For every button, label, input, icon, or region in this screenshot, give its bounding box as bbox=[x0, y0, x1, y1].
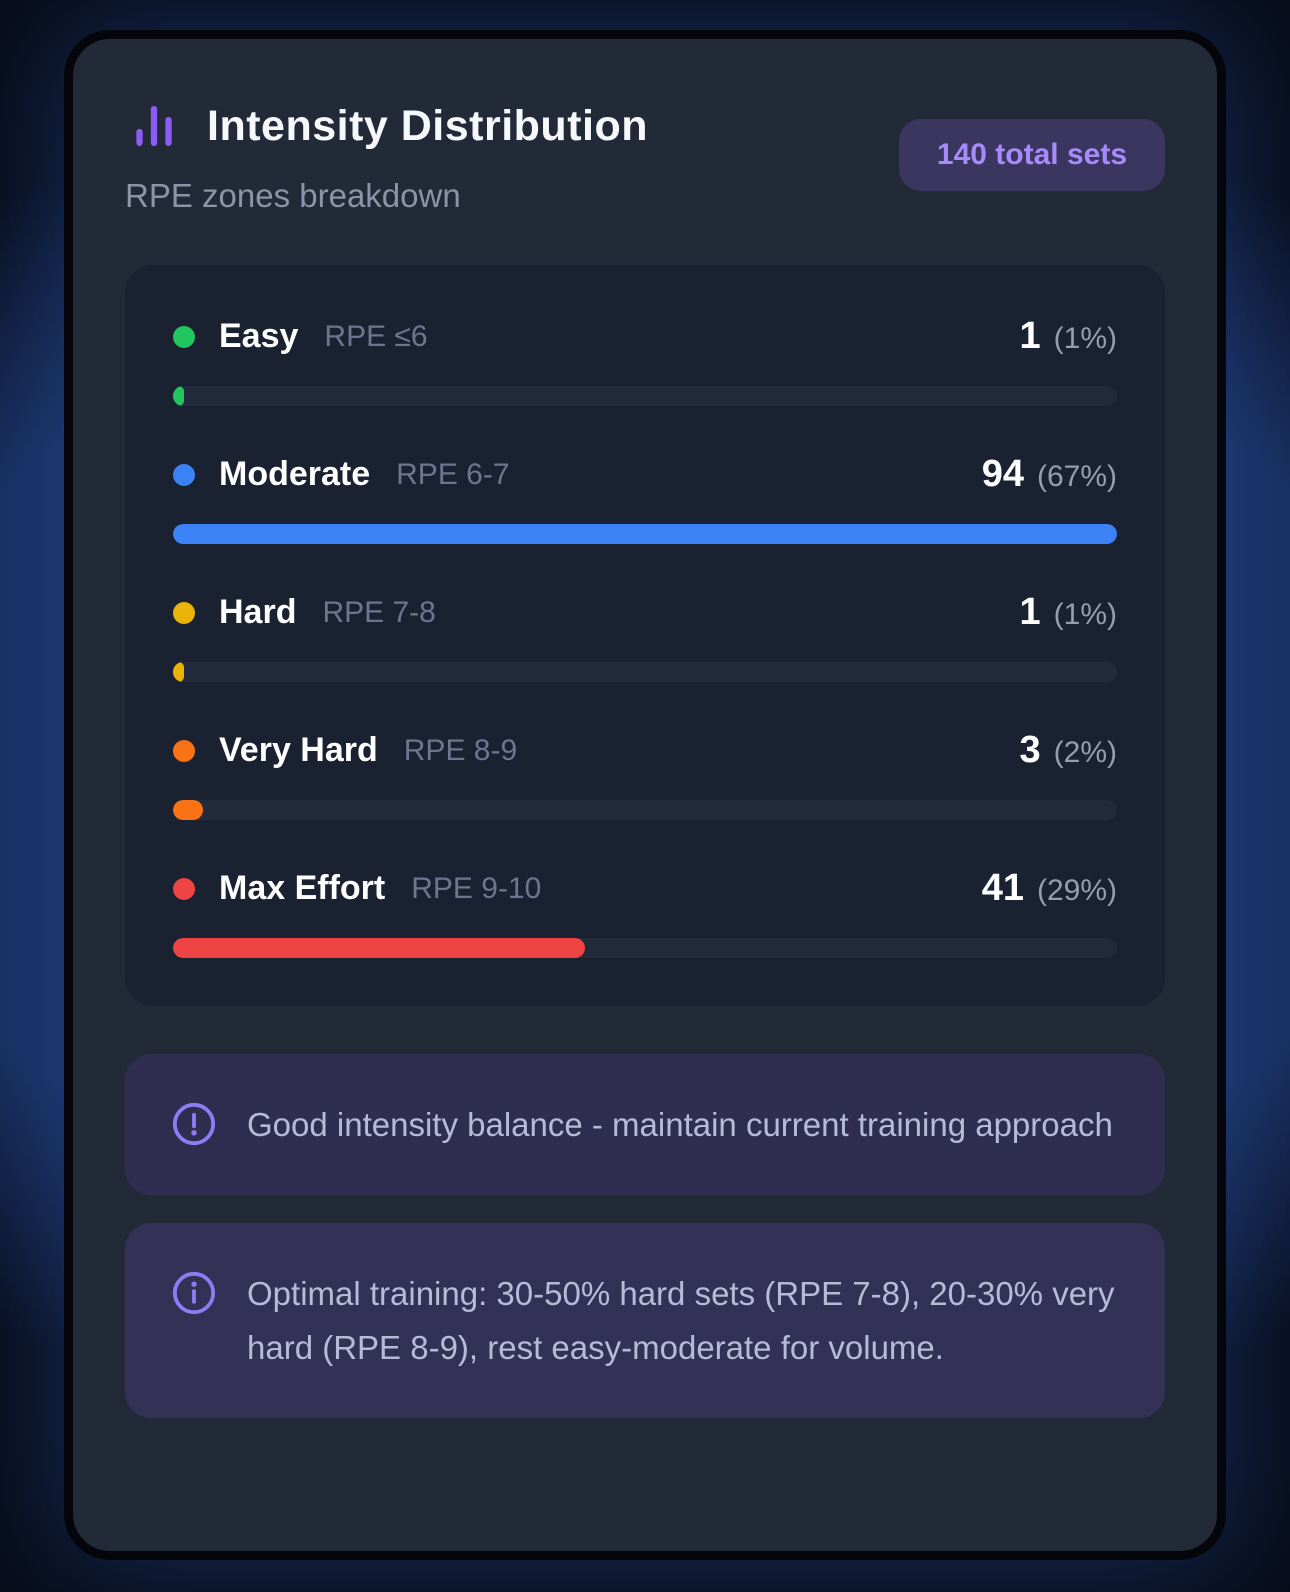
balance-note: Good intensity balance - maintain curren… bbox=[125, 1054, 1165, 1196]
zone-label: Max Effort bbox=[219, 869, 386, 907]
zone-color-dot bbox=[173, 325, 195, 348]
zone-percent: (1%) bbox=[1053, 322, 1117, 355]
zone-rpe-range: RPE 8-9 bbox=[403, 733, 518, 767]
zone-percent: (2%) bbox=[1053, 736, 1117, 769]
zone-count: 1 bbox=[1019, 315, 1041, 357]
zone-row-max-effort: Max Effort RPE 9-10 41 (29%) bbox=[173, 867, 1117, 958]
header-left: Intensity Distribution RPE zones breakdo… bbox=[125, 97, 648, 215]
intensity-distribution-card: Intensity Distribution RPE zones breakdo… bbox=[64, 30, 1226, 1560]
zone-label: Very Hard bbox=[219, 731, 378, 769]
zone-color-dot bbox=[173, 739, 195, 762]
zone-row-very-hard: Very Hard RPE 8-9 3 (2%) bbox=[173, 729, 1117, 820]
bar-chart-icon bbox=[125, 97, 183, 155]
zone-color-dot bbox=[173, 601, 195, 624]
page-title: Intensity Distribution bbox=[207, 101, 648, 150]
zone-label: Easy bbox=[219, 317, 299, 355]
page-subtitle: RPE zones breakdown bbox=[125, 177, 461, 214]
zone-rpe-range: RPE 7-8 bbox=[322, 595, 436, 629]
zone-progress-fill bbox=[173, 662, 185, 682]
zone-percent: (1%) bbox=[1053, 598, 1117, 631]
zone-count: 94 bbox=[981, 453, 1024, 495]
info-icon bbox=[171, 1270, 217, 1316]
zone-count: 41 bbox=[981, 867, 1024, 909]
zone-percent: (67%) bbox=[1036, 460, 1117, 493]
zone-progress-fill bbox=[173, 524, 1117, 544]
zone-row-easy: Easy RPE ≤6 1 (1%) bbox=[173, 315, 1117, 406]
zone-color-dot bbox=[173, 463, 195, 486]
total-sets-badge: 140 total sets bbox=[898, 119, 1165, 191]
zone-percent: (29%) bbox=[1036, 874, 1117, 907]
balance-note-text: Good intensity balance - maintain curren… bbox=[247, 1106, 1113, 1143]
zone-label: Hard bbox=[219, 593, 297, 631]
zone-rpe-range: RPE 6-7 bbox=[396, 457, 510, 491]
zone-row-moderate: Moderate RPE 6-7 94 (67%) bbox=[173, 453, 1117, 544]
zone-rpe-range: RPE 9-10 bbox=[411, 871, 542, 905]
alert-circle-icon bbox=[171, 1101, 217, 1147]
zone-count: 3 bbox=[1019, 729, 1041, 771]
zone-progress-track bbox=[173, 938, 1117, 958]
zone-progress-track bbox=[173, 662, 1117, 682]
zone-progress-track bbox=[173, 800, 1117, 820]
zone-progress-fill bbox=[173, 386, 185, 406]
zone-rpe-range: RPE ≤6 bbox=[324, 319, 428, 353]
card-header: Intensity Distribution RPE zones breakdo… bbox=[125, 97, 1165, 215]
zone-row-hard: Hard RPE 7-8 1 (1%) bbox=[173, 591, 1117, 682]
optimal-training-note: Optimal training: 30-50% hard sets (RPE … bbox=[125, 1223, 1165, 1419]
zone-label: Moderate bbox=[219, 455, 371, 493]
rpe-zones-panel: Easy RPE ≤6 1 (1%) Moderate RPE 6-7 94 (… bbox=[125, 265, 1165, 1006]
optimal-training-note-text: Optimal training: 30-50% hard sets (RPE … bbox=[247, 1275, 1115, 1366]
zone-color-dot bbox=[173, 877, 195, 900]
zone-count: 1 bbox=[1019, 591, 1041, 633]
zone-progress-fill bbox=[173, 800, 204, 820]
zone-progress-fill bbox=[173, 938, 585, 958]
zone-progress-track bbox=[173, 386, 1117, 406]
zone-progress-track bbox=[173, 524, 1117, 544]
